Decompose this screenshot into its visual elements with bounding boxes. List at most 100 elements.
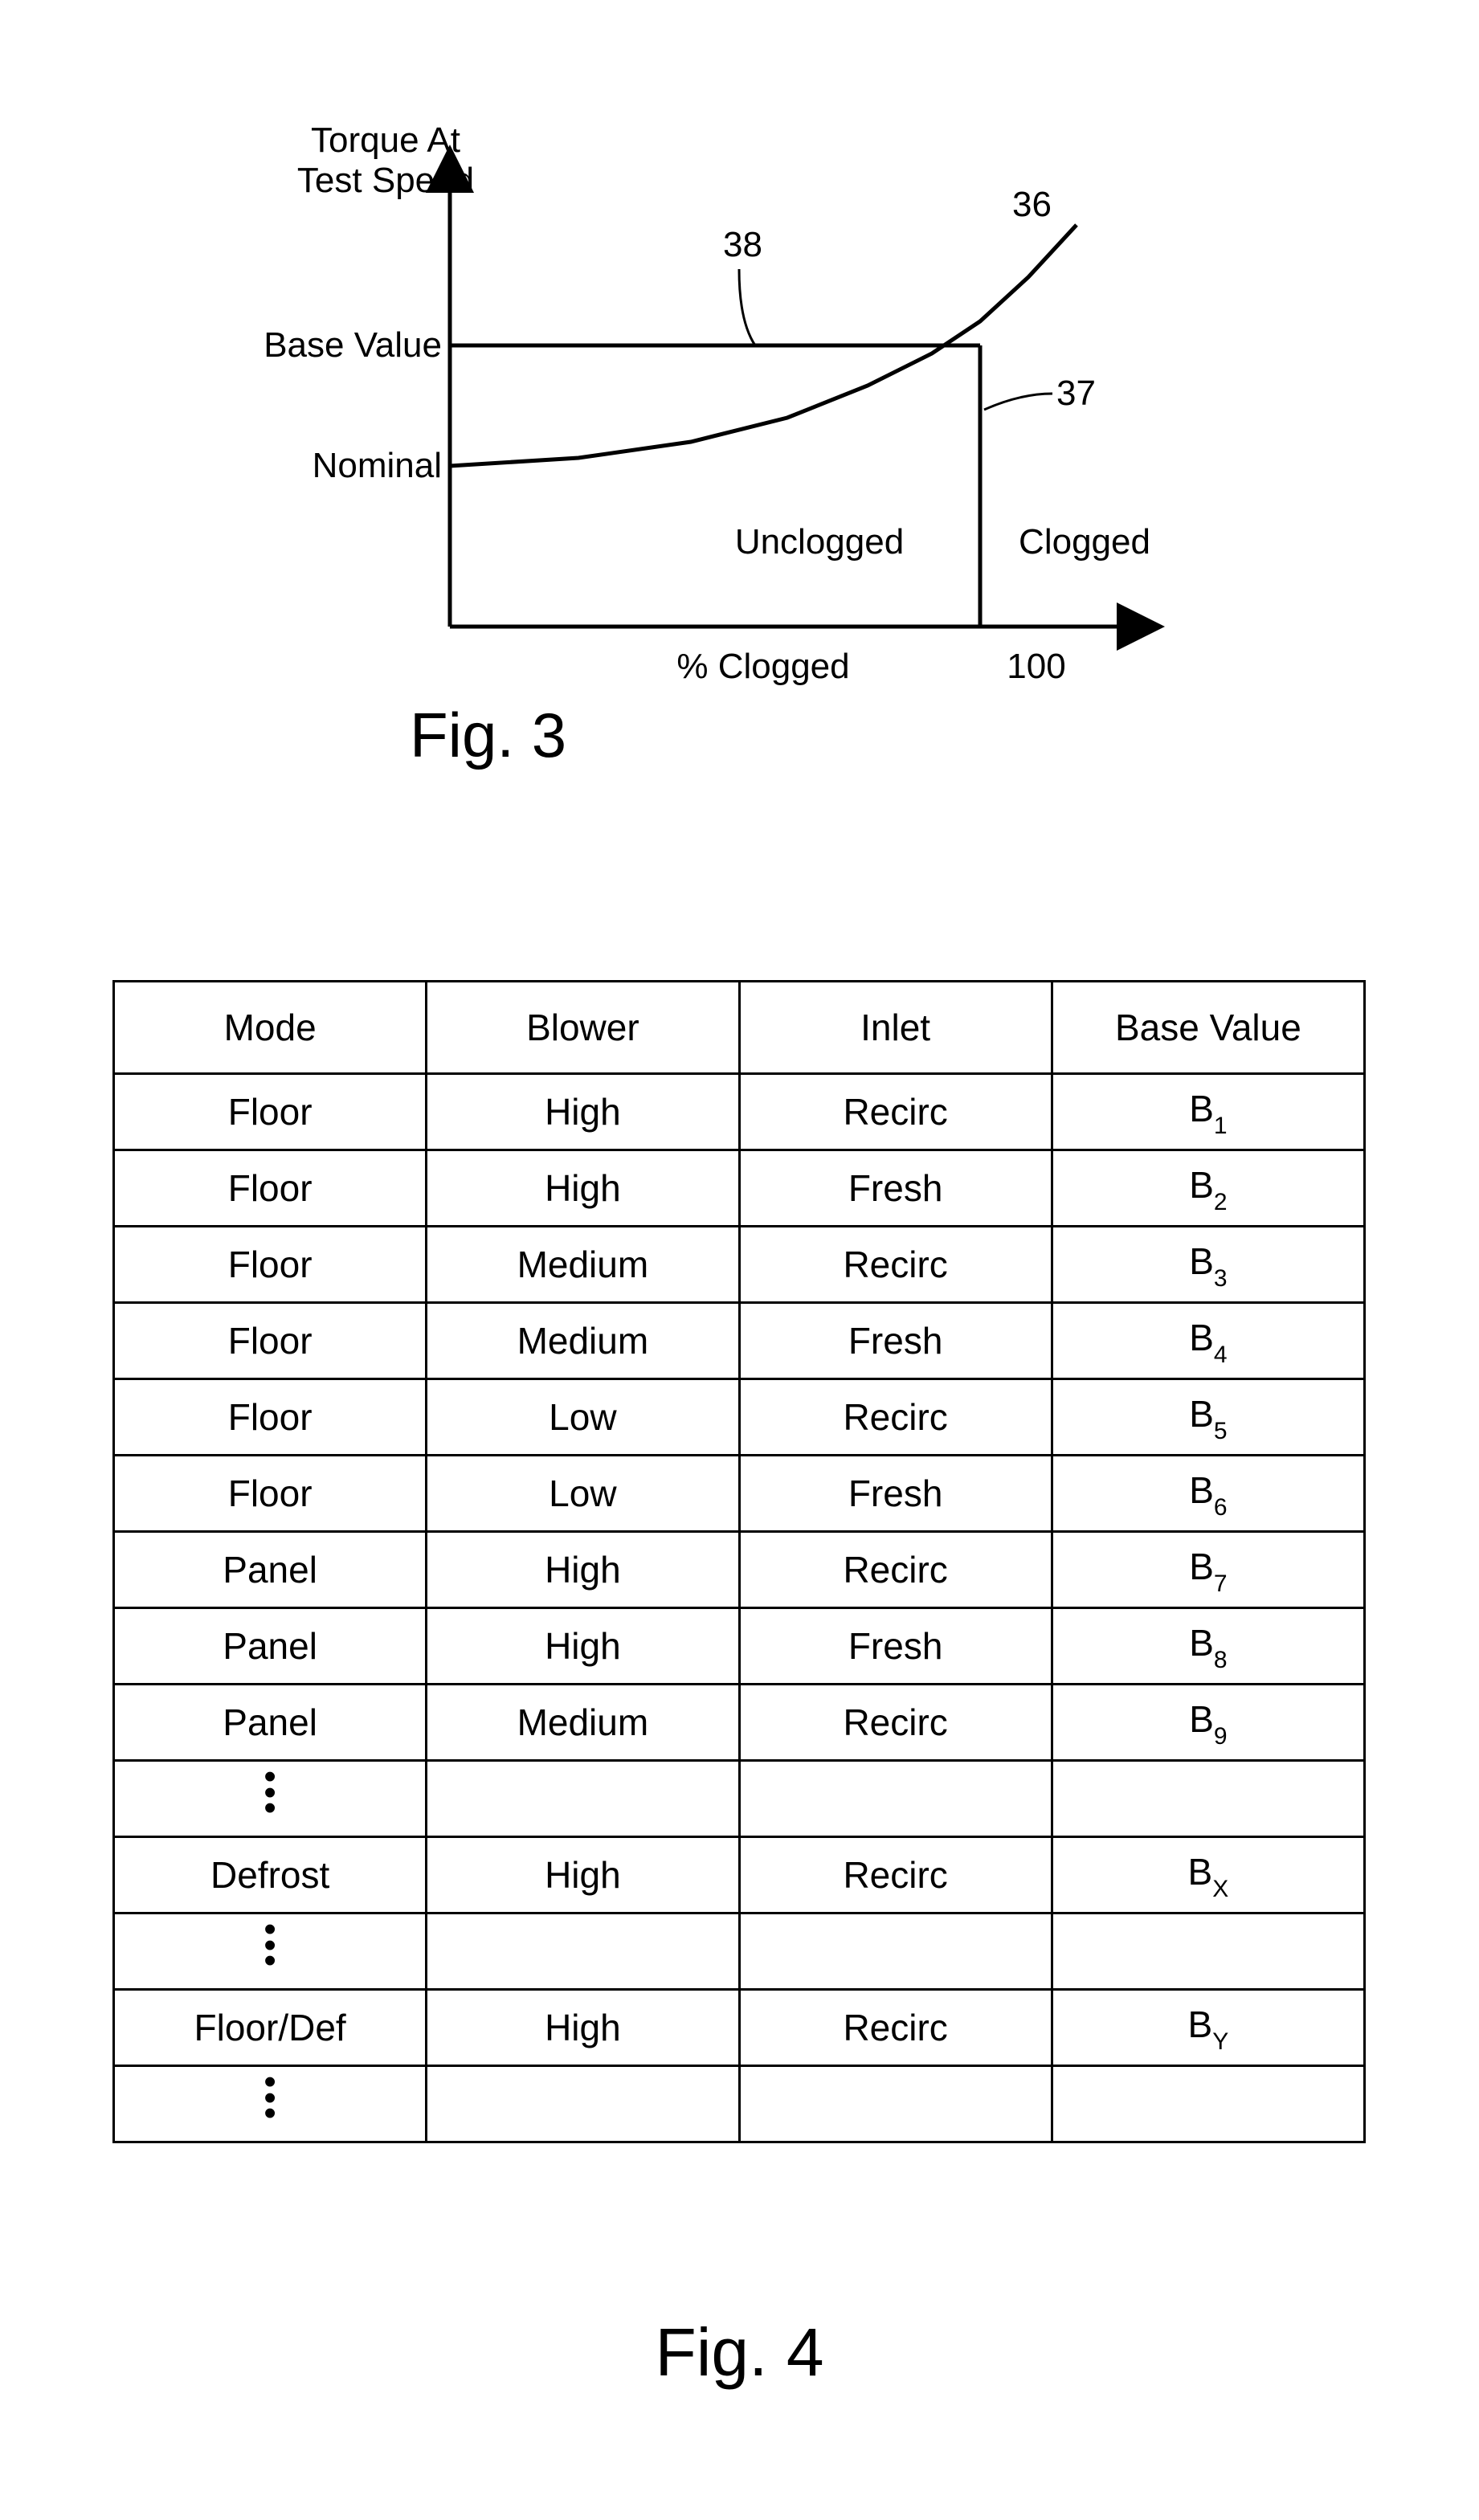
- fig4-table-region: Mode Blower Inlet Base Value FloorHighRe…: [112, 980, 1366, 2143]
- base-subscript: 9: [1214, 1723, 1228, 1750]
- cell-blower: High: [427, 1837, 739, 1913]
- table-row: FloorMediumFreshB4: [114, 1303, 1365, 1379]
- cell-basevalue: B3: [1052, 1227, 1364, 1303]
- base-letter: B: [1189, 1240, 1214, 1282]
- base-subscript: 5: [1214, 1418, 1228, 1444]
- base-letter: B: [1189, 1393, 1214, 1435]
- cell-basevalue: BY: [1052, 1990, 1364, 2066]
- base-subscript: 8: [1214, 1647, 1228, 1673]
- base-subscript: 6: [1214, 1494, 1228, 1521]
- y-axis-title: Torque At Test Speed: [281, 120, 490, 201]
- cell-mode: Floor: [114, 1456, 427, 1532]
- table-row: FloorLowRecircB5: [114, 1379, 1365, 1456]
- cell-inlet: Recirc: [739, 1837, 1052, 1913]
- cell-inlet: Recirc: [739, 1685, 1052, 1761]
- cell-basevalue: [1052, 1761, 1364, 1837]
- cell-inlet: Fresh: [739, 1303, 1052, 1379]
- cell-basevalue: BX: [1052, 1837, 1364, 1913]
- leader-37: [984, 394, 1052, 410]
- x-axis-title: % Clogged: [659, 647, 868, 687]
- vdots-icon: •••: [264, 1922, 276, 1969]
- cell-inlet: Fresh: [739, 1608, 1052, 1685]
- callout-37: 37: [1056, 374, 1096, 414]
- cell-mode: Defrost: [114, 1837, 427, 1913]
- table-row: FloorHighRecircB1: [114, 1074, 1365, 1150]
- base-letter: B: [1189, 1469, 1214, 1511]
- base-letter: B: [1188, 2003, 1213, 2045]
- cell-inlet: Fresh: [739, 1456, 1052, 1532]
- page: Torque At Test Speed Base Value Nominal …: [0, 0, 1479, 2520]
- y-tick-base: Base Value: [233, 325, 442, 366]
- fig3-caption: Fig. 3: [410, 699, 566, 772]
- region-unclogged: Unclogged: [699, 522, 940, 562]
- cell-inlet: Recirc: [739, 1990, 1052, 2066]
- base-letter: B: [1189, 1546, 1214, 1587]
- cell-blower: Low: [427, 1456, 739, 1532]
- cell-basevalue: [1052, 1913, 1364, 1990]
- cell-basevalue: B5: [1052, 1379, 1364, 1456]
- col-mode: Mode: [114, 982, 427, 1074]
- base-subscript: X: [1212, 1876, 1228, 1902]
- cell-inlet: Fresh: [739, 1150, 1052, 1227]
- table-row: PanelHighFreshB8: [114, 1608, 1365, 1685]
- base-subscript: 7: [1214, 1570, 1228, 1597]
- y-tick-nominal: Nominal: [233, 446, 442, 486]
- table-row: FloorHighFreshB2: [114, 1150, 1365, 1227]
- vdots-icon: •••: [264, 1769, 276, 1816]
- table-row: Floor/DefHighRecircBY: [114, 1990, 1365, 2066]
- cell-basevalue: B6: [1052, 1456, 1364, 1532]
- col-basevalue: Base Value: [1052, 982, 1364, 1074]
- cell-inlet: [739, 1913, 1052, 1990]
- table-row: FloorLowFreshB6: [114, 1456, 1365, 1532]
- table-row: PanelHighRecircB7: [114, 1532, 1365, 1608]
- cell-inlet: Recirc: [739, 1532, 1052, 1608]
- base-letter: B: [1189, 1088, 1214, 1129]
- table-row: •••: [114, 1913, 1365, 1990]
- cell-blower: [427, 2066, 739, 2142]
- table-header-row: Mode Blower Inlet Base Value: [114, 982, 1365, 1074]
- y-axis-title-line2: Test Speed: [297, 161, 474, 200]
- base-letter: B: [1188, 1851, 1213, 1893]
- fig4-caption: Fig. 4: [0, 2314, 1479, 2391]
- cell-mode: Panel: [114, 1532, 427, 1608]
- cell-blower: Low: [427, 1379, 739, 1456]
- cell-blower: Medium: [427, 1303, 739, 1379]
- cell-blower: [427, 1761, 739, 1837]
- cell-blower: [427, 1913, 739, 1990]
- cell-basevalue: B2: [1052, 1150, 1364, 1227]
- base-letter: B: [1189, 1622, 1214, 1664]
- y-axis-title-line1: Torque At: [311, 120, 460, 160]
- cell-inlet: Recirc: [739, 1227, 1052, 1303]
- base-subscript: 4: [1214, 1342, 1228, 1368]
- cell-blower: High: [427, 1990, 739, 2066]
- table-row: DefrostHighRecircBX: [114, 1837, 1365, 1913]
- cell-blower: High: [427, 1608, 739, 1685]
- cell-mode: •••: [114, 2066, 427, 2142]
- cell-basevalue: B4: [1052, 1303, 1364, 1379]
- cell-mode: Floor: [114, 1074, 427, 1150]
- fig3-region: Torque At Test Speed Base Value Nominal …: [241, 96, 1205, 819]
- cell-inlet: Recirc: [739, 1379, 1052, 1456]
- cell-mode: Floor: [114, 1150, 427, 1227]
- cell-blower: High: [427, 1150, 739, 1227]
- callout-38: 38: [723, 225, 762, 265]
- cell-mode: Floor: [114, 1303, 427, 1379]
- cell-mode: Floor: [114, 1379, 427, 1456]
- cell-inlet: Recirc: [739, 1074, 1052, 1150]
- base-subscript: 3: [1214, 1265, 1228, 1292]
- cell-basevalue: [1052, 2066, 1364, 2142]
- callout-36: 36: [1012, 185, 1052, 225]
- table-row: FloorMediumRecircB3: [114, 1227, 1365, 1303]
- cell-basevalue: B9: [1052, 1685, 1364, 1761]
- cell-blower: Medium: [427, 1227, 739, 1303]
- table-row: •••: [114, 2066, 1365, 2142]
- leader-38: [739, 269, 755, 345]
- base-letter: B: [1189, 1698, 1214, 1740]
- cell-mode: •••: [114, 1761, 427, 1837]
- base-letter: B: [1189, 1164, 1214, 1206]
- table-row: PanelMediumRecircB9: [114, 1685, 1365, 1761]
- cell-mode: Floor/Def: [114, 1990, 427, 2066]
- cell-blower: Medium: [427, 1685, 739, 1761]
- cell-mode: Panel: [114, 1685, 427, 1761]
- fig4-table: Mode Blower Inlet Base Value FloorHighRe…: [112, 980, 1366, 2143]
